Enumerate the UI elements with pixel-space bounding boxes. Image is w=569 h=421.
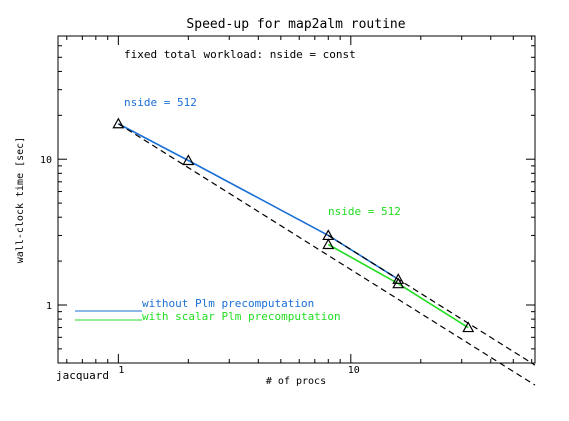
data-point-triangle <box>112 117 125 129</box>
data-point-triangle <box>182 154 195 166</box>
data-point-triangle <box>392 273 405 284</box>
y-tick-label: 10 <box>40 155 52 166</box>
series-line-0 <box>118 123 399 280</box>
blue-series-label: nside = 512 <box>124 96 197 109</box>
axis-ticks <box>58 35 535 364</box>
corner-label: jacquard <box>56 369 109 382</box>
data-point-triangle <box>462 321 475 333</box>
legend: without Plm precomputation with scalar P… <box>75 297 341 323</box>
series-layer <box>118 123 536 386</box>
workload-subtitle: fixed total workload: nside = const <box>124 48 356 61</box>
series-line-3 <box>327 234 536 366</box>
chart-title: Speed-up for map2alm routine <box>186 17 405 32</box>
green-series-label: nside = 512 <box>328 205 401 218</box>
x-axis-label: # of procs <box>266 376 326 387</box>
legend-label-without-plm: without Plm precomputation <box>142 297 314 310</box>
series-line-2 <box>118 123 536 386</box>
x-tick-label: 10 <box>348 365 360 376</box>
y-axis-label: wall-clock time [sec] <box>15 137 26 263</box>
x-tick-label: 1 <box>118 365 124 376</box>
series-line-1 <box>327 243 469 329</box>
axis-tick-labels: 1 10 1 10 <box>40 155 360 376</box>
data-point-triangle <box>322 238 335 250</box>
data-point-triangle <box>392 277 405 289</box>
y-tick-label: 1 <box>46 301 52 312</box>
legend-label-with-plm: with scalar Plm precomputation <box>142 310 341 323</box>
marker-layer <box>112 117 475 333</box>
plot-frame <box>57 35 536 364</box>
